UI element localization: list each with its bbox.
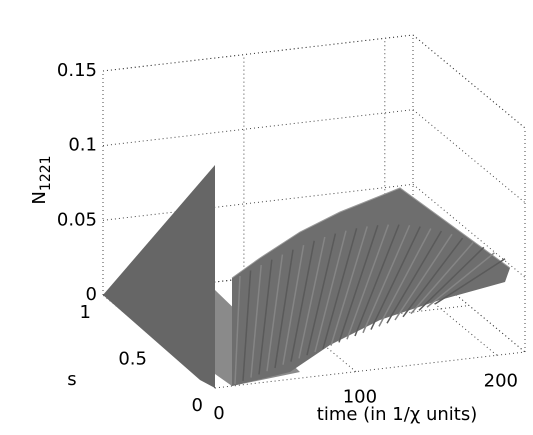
surface-stripe bbox=[298, 236, 326, 359]
y-axis-label: s bbox=[67, 369, 76, 390]
surface-stripe bbox=[378, 228, 432, 327]
surface-stripe bbox=[242, 270, 252, 381]
surface-stripe bbox=[338, 224, 379, 343]
grid-line bbox=[384, 261, 498, 356]
z-axis-label: N1221 bbox=[29, 155, 54, 204]
surface-stripe bbox=[362, 224, 411, 334]
grid bbox=[102, 34, 526, 389]
grid-line bbox=[102, 109, 414, 147]
x-tick-label: 0 bbox=[213, 403, 224, 424]
y-tick-label: 0 bbox=[192, 395, 203, 416]
surface-stripe bbox=[330, 226, 368, 346]
surface-stripe bbox=[434, 258, 506, 305]
y-tick-label: 1 bbox=[80, 302, 91, 323]
grid-line bbox=[102, 183, 414, 221]
grid-line bbox=[102, 34, 414, 72]
z-tick-label: 0.15 bbox=[57, 60, 97, 81]
surface-stripe bbox=[426, 252, 495, 308]
surface-stripe bbox=[346, 224, 390, 340]
surface-stripe bbox=[322, 228, 358, 350]
surface-stripe bbox=[386, 230, 443, 324]
surface-stripe bbox=[354, 224, 400, 337]
surface-stripe bbox=[266, 254, 284, 372]
surface bbox=[103, 165, 511, 388]
surface-stripe bbox=[258, 259, 273, 375]
surface-stripe bbox=[394, 233, 453, 321]
surface-stripe bbox=[290, 240, 315, 362]
grid-line bbox=[214, 351, 526, 389]
surface-stripe bbox=[282, 244, 305, 365]
surface-body bbox=[232, 188, 510, 386]
grid-line bbox=[412, 34, 526, 129]
surface-stripe bbox=[306, 233, 337, 356]
x-tick-label: 200 bbox=[484, 370, 518, 391]
grid-line bbox=[412, 183, 526, 278]
z-tick-label: 0.05 bbox=[57, 209, 97, 230]
x-tick-label: 100 bbox=[343, 387, 377, 408]
surface-wedge bbox=[103, 165, 215, 388]
surface-stripe bbox=[402, 237, 464, 318]
surface-stripe bbox=[274, 249, 294, 369]
surface-stripe bbox=[418, 246, 485, 311]
z-axis-label-sub: 1221 bbox=[38, 155, 54, 191]
surface-stripe bbox=[314, 230, 347, 353]
grid-line bbox=[412, 109, 526, 204]
x-axis-label: time (in 1/χ units) bbox=[317, 404, 477, 425]
z-tick-label: 0 bbox=[86, 284, 97, 305]
surface-stripes bbox=[234, 224, 506, 385]
surface-stripe bbox=[250, 264, 262, 378]
surface-ridge bbox=[231, 187, 511, 279]
surface-stripe bbox=[370, 226, 421, 330]
y-tick-label: 0.5 bbox=[118, 349, 147, 370]
z-axis-label-main: N bbox=[29, 191, 50, 204]
surface-stripe bbox=[234, 275, 241, 385]
z-tick-label: 0.1 bbox=[68, 135, 97, 156]
surface-stripe bbox=[410, 241, 474, 315]
